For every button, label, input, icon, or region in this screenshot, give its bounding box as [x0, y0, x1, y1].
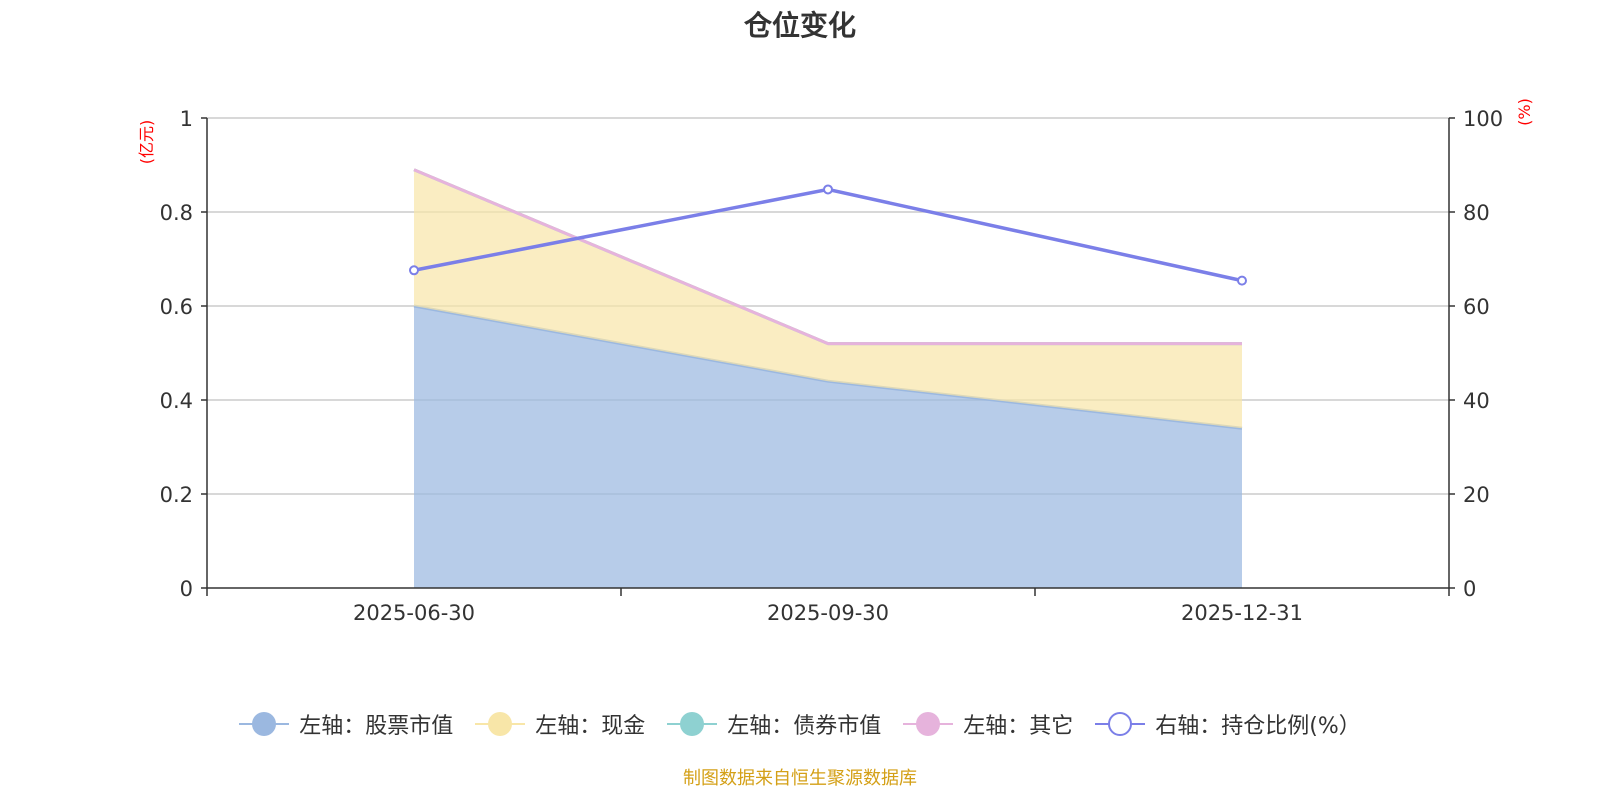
left-tick-label: 1	[180, 107, 193, 131]
left-axis-unit: (亿元)	[137, 120, 156, 165]
legend-item[interactable]: 左轴：现金	[475, 708, 645, 740]
left-tick-label: 0	[180, 577, 193, 601]
legend-item[interactable]: 右轴：持仓比例(%）	[1095, 708, 1361, 740]
area-1	[414, 169, 1242, 429]
legend-swatch-icon	[903, 710, 954, 738]
left-tick-label: 0.8	[160, 201, 193, 225]
data-source-footer: 制图数据来自恒生聚源数据库	[683, 768, 917, 789]
legend-swatch-icon	[475, 710, 526, 738]
right-tick-label: 100	[1463, 107, 1503, 131]
left-tick-label: 0.4	[160, 389, 193, 413]
legend-item[interactable]: 左轴：股票市值	[239, 708, 453, 740]
area-0	[414, 306, 1242, 588]
chart-legend: 左轴：股票市值 左轴：现金 左轴：债券市值 左轴：其它 右轴：持仓比例(%）	[0, 708, 1600, 740]
ratio-point	[409, 265, 419, 276]
legend-label: 右轴：持仓比例(%）	[1155, 714, 1361, 739]
legend-swatch-icon	[667, 710, 718, 738]
right-axis-unit: (%)	[1515, 98, 1534, 126]
ratio-point	[823, 184, 833, 195]
legend-item[interactable]: 左轴：其它	[903, 708, 1073, 740]
right-tick-label: 80	[1463, 201, 1490, 225]
legend-label: 左轴：债券市值	[727, 714, 882, 739]
area-line-3	[413, 168, 1242, 346]
left-tick-label: 0.2	[160, 483, 193, 507]
x-tick-label: 2025-09-30	[767, 601, 889, 625]
right-tick-label: 60	[1463, 295, 1490, 319]
chart-title: 仓位变化	[743, 9, 856, 42]
position-change-chart: 0 0.2 0.4 0.6 0.8 1 0 20 40 60 80 100 2025-06-30 2025…	[137, 98, 1534, 625]
legend-label: 左轴：股票市值	[299, 714, 454, 739]
x-tick-label: 2025-12-31	[1181, 601, 1303, 625]
legend-swatch-icon	[1095, 710, 1146, 738]
ratio-point	[1237, 275, 1247, 286]
legend-item[interactable]: 左轴：债券市值	[667, 708, 881, 740]
left-tick-label: 0.6	[160, 295, 193, 319]
x-tick-label: 2025-06-30	[353, 601, 475, 625]
right-tick-label: 40	[1463, 389, 1490, 413]
right-tick-label: 20	[1463, 483, 1490, 507]
legend-swatch-icon	[239, 710, 290, 738]
legend-label: 左轴：现金	[535, 714, 646, 739]
legend-label: 左轴：其它	[963, 714, 1074, 739]
right-tick-label: 0	[1463, 577, 1476, 601]
